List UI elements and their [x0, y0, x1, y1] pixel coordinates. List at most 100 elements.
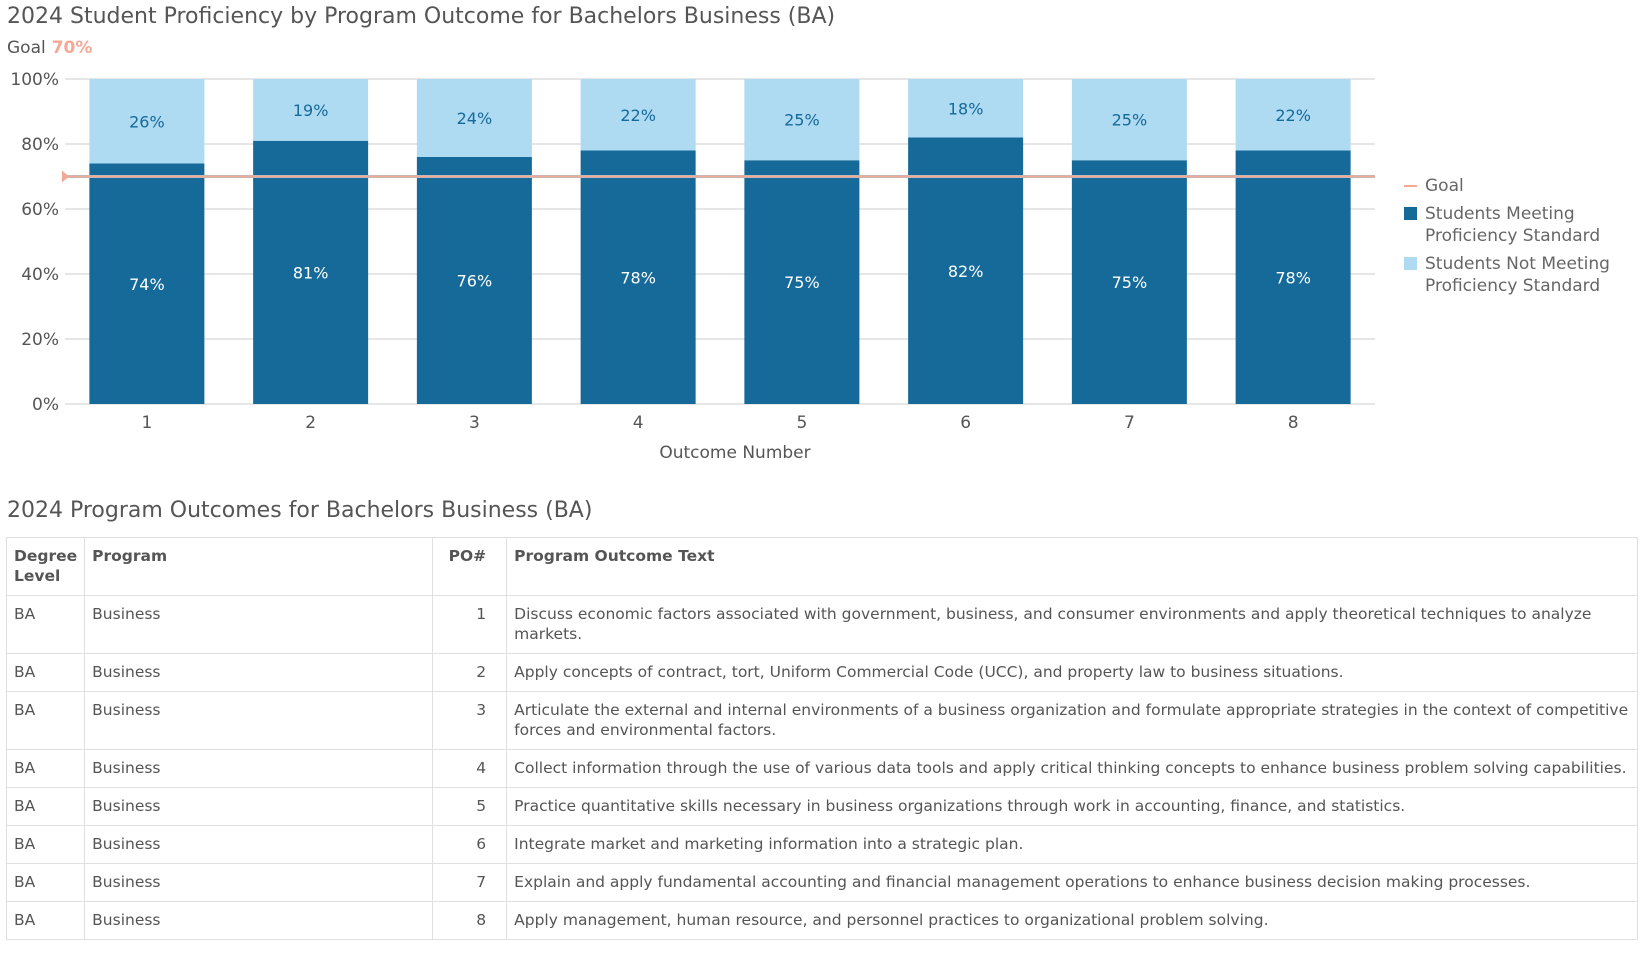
x-tick-label: 7 [1124, 413, 1135, 433]
legend-label: Goal [1425, 176, 1464, 196]
cell-outcome-text: Apply management, human resource, and pe… [506, 901, 1638, 940]
y-tick-label: 100% [10, 70, 59, 90]
bar-not-meeting [253, 79, 369, 141]
cell-program: Business [84, 595, 434, 654]
cell-program: Business [84, 863, 434, 902]
cell-po-number: 5 [432, 787, 508, 826]
table-row: BA Business 5 Practice quantitative skills … [5, 787, 1638, 826]
y-tick-label: 40% [21, 265, 59, 285]
goal-readout: Goal 70% [7, 38, 92, 58]
cell-po-number: 7 [432, 863, 508, 902]
cell-degree-level: BA [5, 653, 86, 692]
data-label: 25% [784, 111, 820, 130]
cell-program: Business [84, 653, 434, 692]
data-label: 78% [1275, 268, 1311, 287]
bar-not-meeting [1071, 79, 1187, 161]
x-tick-label: 8 [1288, 413, 1299, 433]
bar-not-meeting [89, 79, 205, 164]
goal-line-swatch [1404, 185, 1417, 187]
cell-program: Business [84, 749, 434, 788]
bar-not-meeting [908, 79, 1024, 138]
table-row: BA Business 7 Explain and apply fundamental… [5, 863, 1638, 902]
data-label: 82% [948, 262, 984, 281]
cell-program: Business [84, 787, 434, 826]
x-tick-label: 3 [469, 413, 480, 433]
goal-value: 70% [51, 38, 93, 58]
table-row: BA Business 2 Apply concepts of contract, t… [5, 653, 1638, 692]
cell-po-number: 8 [432, 901, 508, 940]
goal-label: Goal [7, 38, 46, 58]
bar-not-meeting [1235, 79, 1351, 151]
data-label: 75% [1112, 273, 1148, 292]
data-label: 75% [784, 273, 820, 292]
header-degree-level: Degree Level [5, 537, 86, 596]
cell-po-number: 1 [432, 595, 508, 654]
data-label: 81% [293, 263, 329, 282]
stacked-bar-chart: 0% 20% 40% 60% 80% 100% 74% 26% 1 81% 19% 2 76% 24% 3 7… [10, 70, 1375, 460]
legend-item-meeting[interactable]: Students Meeting Proficiency Standard [1404, 203, 1610, 247]
x-tick-label: 1 [141, 413, 152, 433]
header-po-number: PO# [432, 537, 508, 596]
cell-program: Business [84, 691, 434, 750]
x-axis-title: Outcome Number [659, 443, 810, 460]
table-row: BA Business 8 Apply management, human resou… [5, 901, 1638, 940]
bar-meeting [89, 163, 205, 404]
data-label: 74% [129, 275, 165, 294]
y-tick-label: 80% [21, 135, 59, 155]
legend-label: Students Meeting [1425, 204, 1575, 224]
cell-program: Business [84, 901, 434, 940]
data-label: 19% [293, 101, 329, 120]
y-tick-label: 20% [21, 330, 59, 350]
not-meeting-swatch [1404, 257, 1417, 270]
cell-po-number: 2 [432, 653, 508, 692]
cell-outcome-text: Apply concepts of contract, tort, Unifor… [506, 653, 1638, 692]
y-tick-label: 60% [21, 200, 59, 220]
data-label: 24% [457, 109, 493, 128]
table-row: BA Business 3 Articulate the external and i… [5, 691, 1638, 750]
cell-outcome-text: Articulate the external and internal env… [506, 691, 1638, 750]
bar-meeting [908, 137, 1024, 404]
cell-degree-level: BA [5, 863, 86, 902]
cell-degree-level: BA [5, 787, 86, 826]
cell-po-number: 6 [432, 825, 508, 864]
y-tick-label: 0% [32, 395, 59, 415]
cell-outcome-text: Explain and apply fundamental accounting… [506, 863, 1638, 902]
data-label: 22% [1275, 106, 1311, 125]
cell-po-number: 4 [432, 749, 508, 788]
bar-meeting [1235, 150, 1351, 404]
legend-item-not-meeting[interactable]: Students Not Meeting Proficiency Standard [1404, 253, 1610, 297]
table-row: BA Business 1 Discuss economic factors asso… [5, 595, 1638, 654]
data-label: 25% [1112, 111, 1148, 130]
legend-label: Proficiency Standard [1425, 276, 1601, 296]
table-row: BA Business 4 Collect information through t… [5, 749, 1638, 788]
bar-meeting [416, 157, 532, 404]
cell-outcome-text: Integrate market and marketing informati… [506, 825, 1638, 864]
header-outcome-text: Program Outcome Text [506, 537, 1638, 596]
bar-meeting [253, 140, 369, 404]
legend-item-goal[interactable]: Goal [1404, 175, 1610, 197]
cell-degree-level: BA [5, 901, 86, 940]
header-program: Program [84, 537, 434, 596]
legend-label: Students Not Meeting [1425, 254, 1610, 274]
cell-outcome-text: Discuss economic factors associated with… [506, 595, 1638, 654]
cell-degree-level: BA [5, 595, 86, 654]
bar-meeting [580, 150, 696, 404]
table-title: 2024 Program Outcomes for Bachelors Busi… [7, 498, 593, 523]
x-tick-label: 5 [796, 413, 807, 433]
cell-program: Business [84, 825, 434, 864]
x-tick-label: 6 [960, 413, 971, 433]
legend-label: Proficiency Standard [1425, 226, 1601, 246]
bar-not-meeting [744, 79, 860, 161]
chart-title: 2024 Student Proficiency by Program Outc… [7, 4, 836, 29]
cell-outcome-text: Collect information through the use of v… [506, 749, 1638, 788]
legend: Goal Students Meeting Proficiency Standar… [1404, 175, 1610, 303]
bar-not-meeting [580, 79, 696, 151]
cell-po-number: 3 [432, 691, 508, 750]
bar-meeting [744, 160, 860, 404]
data-label: 22% [620, 106, 656, 125]
outcomes-table: Degree Level Program PO# Program Outcome… [5, 537, 1638, 940]
cell-degree-level: BA [5, 825, 86, 864]
cell-outcome-text: Practice quantitative skills necessary i… [506, 787, 1638, 826]
x-tick-label: 4 [633, 413, 644, 433]
cell-degree-level: BA [5, 691, 86, 750]
